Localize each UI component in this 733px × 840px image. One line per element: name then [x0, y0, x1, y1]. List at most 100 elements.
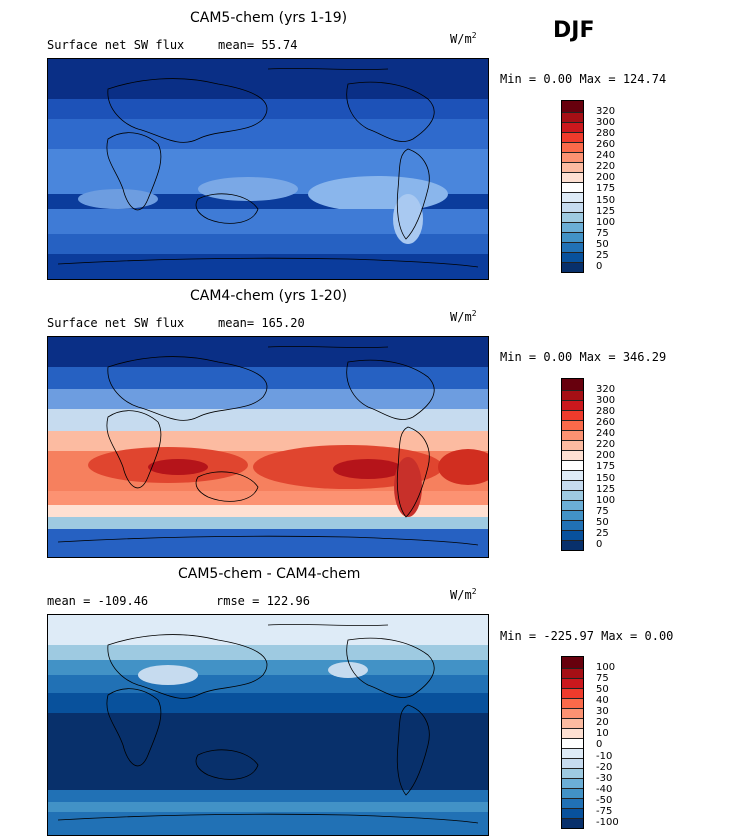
colorbar-swatch — [562, 233, 583, 243]
colorbar-swatch — [562, 799, 583, 809]
colorbar-tick: -20 — [596, 762, 613, 773]
colorbar-swatch — [562, 679, 583, 689]
colorbar-tick: 150 — [596, 195, 616, 206]
colorbar-swatch — [562, 411, 583, 421]
colorbar-swatch — [562, 521, 583, 531]
colorbar-swatch — [562, 769, 583, 779]
colorbar-swatch — [562, 689, 583, 699]
colorbar-swatch — [562, 511, 583, 521]
colorbar-tick: 100 — [596, 217, 616, 228]
colorbar-swatch — [562, 173, 583, 183]
colorbar-swatch — [562, 729, 583, 739]
colorbar-swatch — [562, 461, 583, 471]
colorbar-tick: 240 — [596, 428, 616, 439]
colorbar-tick: 125 — [596, 206, 616, 217]
colorbar-swatch — [562, 123, 583, 133]
colorbar-tick: 240 — [596, 150, 616, 161]
colorbar-tick: 200 — [596, 172, 616, 183]
colorbar-swatch — [562, 163, 583, 173]
colorbar-tick: 0 — [596, 261, 603, 272]
colorbar-swatch — [562, 541, 583, 550]
colorbar-tick: 175 — [596, 183, 616, 194]
colorbar-tick: 280 — [596, 406, 616, 417]
colorbar-tick: 20 — [596, 717, 609, 728]
colorbar-tick: 220 — [596, 439, 616, 450]
colorbar-tick: 100 — [596, 495, 616, 506]
panel-subtitle-mean: mean= 165.20 — [218, 316, 305, 330]
colorbar-swatch — [562, 709, 583, 719]
map-diff — [47, 614, 489, 836]
colorbar-tick: 25 — [596, 250, 609, 261]
min-max-label: Min = 0.00 Max = 124.74 — [500, 72, 667, 86]
colorbar-tick: -100 — [596, 817, 619, 828]
colorbar-swatch — [562, 101, 583, 113]
colorbar-swatch — [562, 153, 583, 163]
colorbar-tick: -10 — [596, 751, 613, 762]
colorbar-tick: 260 — [596, 139, 616, 150]
colorbar-tick: 0 — [596, 539, 603, 550]
colorbar-tick: 320 — [596, 106, 616, 117]
panel-title: CAM5-chem - CAM4-chem — [178, 566, 361, 582]
colorbar-swatch — [562, 779, 583, 789]
colorbar-swatch — [562, 719, 583, 729]
colorbar-swatch — [562, 481, 583, 491]
colorbar-tick: 150 — [596, 473, 616, 484]
colorbar-swatch — [562, 263, 583, 272]
units-label: W/m2 — [450, 587, 477, 602]
colorbar-swatch — [562, 739, 583, 749]
colorbar-swatch — [562, 203, 583, 213]
colorbar-tick: -40 — [596, 784, 613, 795]
colorbar-swatch — [562, 471, 583, 481]
colorbar-tick: 300 — [596, 117, 616, 128]
colorbar-tick: 320 — [596, 384, 616, 395]
colorbar-swatch — [562, 113, 583, 123]
map-cam5 — [47, 58, 489, 280]
min-max-label: Min = 0.00 Max = 346.29 — [500, 350, 667, 364]
units-label: W/m2 — [450, 31, 477, 46]
colorbar-swatch — [562, 749, 583, 759]
panel-subtitle-rmse: rmse = 122.96 — [216, 594, 310, 608]
colorbar-swatch — [562, 243, 583, 253]
colorbar-swatch — [562, 789, 583, 799]
colorbar-swatch — [562, 213, 583, 223]
colorbar-swatch — [562, 669, 583, 679]
colorbar-tick: 220 — [596, 161, 616, 172]
colorbar-cam4 — [561, 378, 584, 551]
colorbar-tick: 10 — [596, 728, 609, 739]
min-max-label: Min = -225.97 Max = 0.00 — [500, 629, 674, 643]
colorbar-cam5 — [561, 100, 584, 273]
colorbar-tick: -50 — [596, 795, 613, 806]
colorbar-swatch — [562, 819, 583, 828]
colorbar-swatch — [562, 501, 583, 511]
colorbar-tick: -30 — [596, 773, 613, 784]
colorbar-swatch — [562, 143, 583, 153]
colorbar-tick: -75 — [596, 806, 613, 817]
colorbar-swatch — [562, 421, 583, 431]
map-cam4 — [47, 336, 489, 558]
colorbar-tick: 260 — [596, 417, 616, 428]
colorbar-swatch — [562, 759, 583, 769]
colorbar-tick: 0 — [596, 739, 603, 750]
colorbar-tick: 125 — [596, 484, 616, 495]
colorbar-swatch — [562, 379, 583, 391]
panel-subtitle-mean: mean = -109.46 — [47, 594, 149, 608]
colorbar-swatch — [562, 133, 583, 143]
colorbar-swatch — [562, 657, 583, 669]
colorbar-tick: 25 — [596, 528, 609, 539]
colorbar-tick: 200 — [596, 450, 616, 461]
colorbar-tick: 50 — [596, 684, 609, 695]
colorbar-tick: 40 — [596, 695, 609, 706]
panel-title: CAM5-chem (yrs 1-19) — [190, 10, 348, 26]
colorbar-swatch — [562, 451, 583, 461]
colorbar-swatch — [562, 531, 583, 541]
colorbar-tick: 280 — [596, 128, 616, 139]
colorbar-swatch — [562, 391, 583, 401]
colorbar-swatch — [562, 699, 583, 709]
colorbar-tick: 75 — [596, 228, 609, 239]
colorbar-swatch — [562, 223, 583, 233]
units-label: W/m2 — [450, 309, 477, 324]
colorbar-swatch — [562, 183, 583, 193]
colorbar-swatch — [562, 401, 583, 411]
colorbar-swatch — [562, 431, 583, 441]
colorbar-swatch — [562, 491, 583, 501]
